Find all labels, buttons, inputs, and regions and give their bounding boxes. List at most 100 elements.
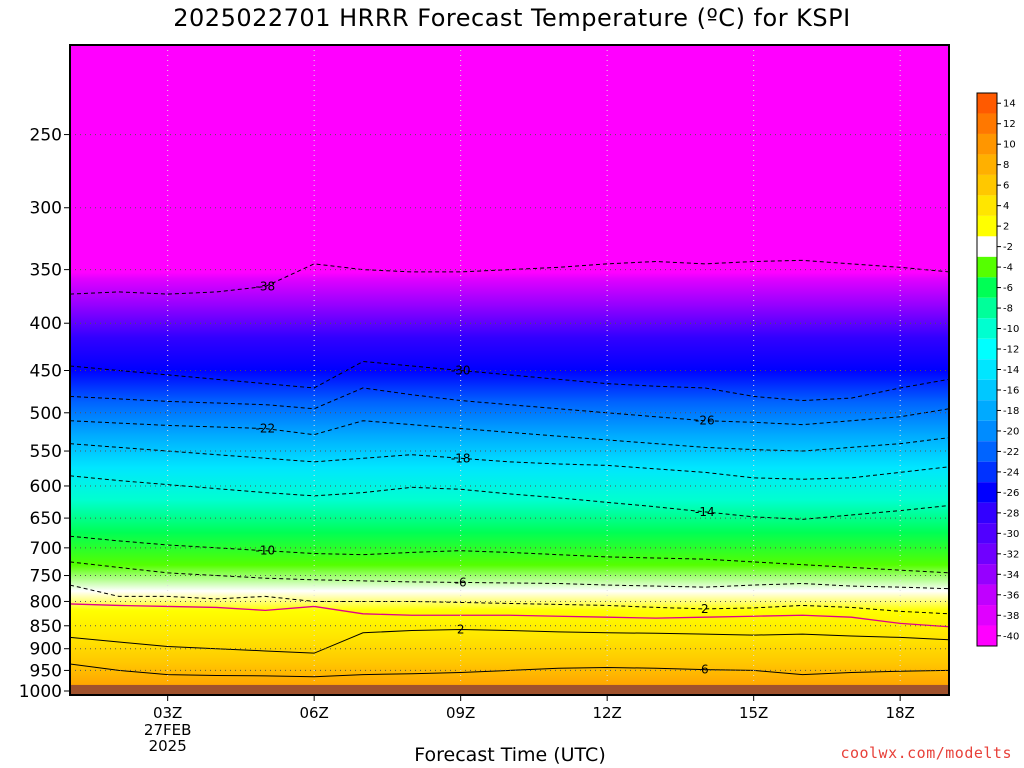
colorbar-segment [977,215,997,237]
chart-title: 2025022701 HRRR Forecast Temperature (ºC… [173,4,851,32]
y-tick-label: 450 [30,361,62,381]
colorbar-label: 2 [1003,222,1009,233]
colorbar-label: -24 [1003,467,1019,478]
isotherm-line [70,584,949,615]
colorbar-label: -14 [1003,365,1019,376]
y-tick-label: 500 [30,404,62,424]
colorbar-segment [977,195,997,216]
colorbar-label: -32 [1003,549,1019,560]
isotherm-label: 6 [701,663,709,677]
y-axis: 250 300 350 400 450 500 550 600 650 700 750 800 850 9… [19,126,70,702]
y-tick-label: 800 [30,592,62,612]
colorbar-segment [977,318,997,339]
colorbar-label: -18 [1003,406,1019,417]
y-tick-label: 550 [30,442,62,462]
y-tick-label: 650 [30,509,62,529]
colorbar-label: -38 [1003,611,1019,622]
colorbar-label: -26 [1003,488,1019,499]
colorbar-label: -36 [1003,590,1019,601]
isotherm-label: -18 [451,451,471,465]
isotherm-line [70,603,949,628]
isotherm-line [70,360,949,402]
colorbar-label: -28 [1003,508,1019,519]
colorbar-segment [977,502,997,524]
x-tick-label: 06Z [299,704,328,722]
isotherm-label: -38 [256,279,276,293]
y-tick-label: 750 [30,567,62,587]
x-axis-title: Forecast Time (UTC) [414,744,606,766]
isotherm-label: -14 [695,505,715,519]
isotherm-line [70,629,949,654]
isotherm-labels: -38 -30 -26 -22 -18 -14 -10 -6 2 2 6 [256,279,715,676]
y-tick-label: 900 [30,640,62,660]
colorbar-label: -12 [1003,345,1019,356]
colorbar-segment [977,154,997,175]
y-tick-label: 700 [30,539,62,559]
isotherm-label: -6 [455,575,467,589]
colorbar-label: -6 [1003,283,1013,294]
colorbar-segment [977,461,997,483]
isotherm-label: -10 [256,544,276,558]
y-tick-label: 950 [30,661,62,681]
colorbar-segment [977,93,997,114]
colorbar-segment [977,338,997,360]
colorbar-label: 14 [1003,99,1016,110]
colorbar-segment [977,174,997,196]
colorbar-segment [977,625,997,646]
colorbar-label: -20 [1003,426,1019,437]
colorbar-segment [977,482,997,503]
colorbar-label: 8 [1003,160,1009,171]
colorbar-label: -2 [1003,242,1013,253]
y-tick-label: 850 [30,617,62,637]
isotherm-label: -30 [451,363,471,377]
colorbar-segment [977,379,997,401]
colorbar-segment [977,297,997,319]
x-tick-label: 18Z [885,704,914,722]
isotherm-label: 2 [457,623,465,637]
credit-link[interactable]: coolwx.com/modelts [840,744,1012,762]
y-tick-label: 600 [30,477,62,497]
x-tick-label: 12Z [592,704,621,722]
x-tick-label: 09Z [446,704,475,722]
colorbar-segment [977,256,997,278]
colorbar-label: -16 [1003,385,1019,396]
isotherm-line [70,663,949,678]
isotherm-lines [70,259,949,678]
isotherm-line [70,420,949,452]
y-tick-label: 350 [30,261,62,281]
colorbar-legend: 14 12 10 8 6 4 2 -2 -4 -6 -8 -10 -12 -14 -16 -18 -20 -22 -… [976,92,1019,647]
colorbar-segment [977,277,997,298]
colorbar-label: -34 [1003,570,1019,581]
colorbar-label: -8 [1003,304,1013,315]
isotherm-line [70,561,949,590]
isotherm-label: -22 [256,422,276,436]
colorbar-segment [977,359,997,380]
colorbar-label: 10 [1003,140,1016,151]
isotherm-line [70,475,949,520]
y-tick-label: 250 [30,126,62,146]
colorbar-label: -10 [1003,324,1019,335]
isotherm-line [70,387,949,426]
colorbar-segment [977,605,997,626]
colorbar-label: 12 [1003,119,1016,130]
x-tick-label: 03Z [153,704,182,722]
colorbar-label: -40 [1003,631,1019,642]
plot-grid [70,45,949,695]
colorbar-segment [977,113,997,134]
colorbar-segment [977,236,997,257]
colorbar-label: 6 [1003,181,1009,192]
y-tick-label: 1000 [19,682,62,702]
colorbar-segment [977,441,997,462]
x-tick-sublabel: 27FEB [144,721,191,739]
colorbar-label: -22 [1003,447,1019,458]
x-tick-sublabel: 2025 [149,737,187,755]
colorbar-segment [977,564,997,585]
below-ground-area [70,684,949,695]
y-tick-label: 400 [30,314,62,334]
isotherm-label: -26 [695,414,715,428]
colorbar-label: -4 [1003,263,1013,274]
y-tick-label: 300 [30,199,62,219]
x-tick-label: 15Z [739,704,768,722]
